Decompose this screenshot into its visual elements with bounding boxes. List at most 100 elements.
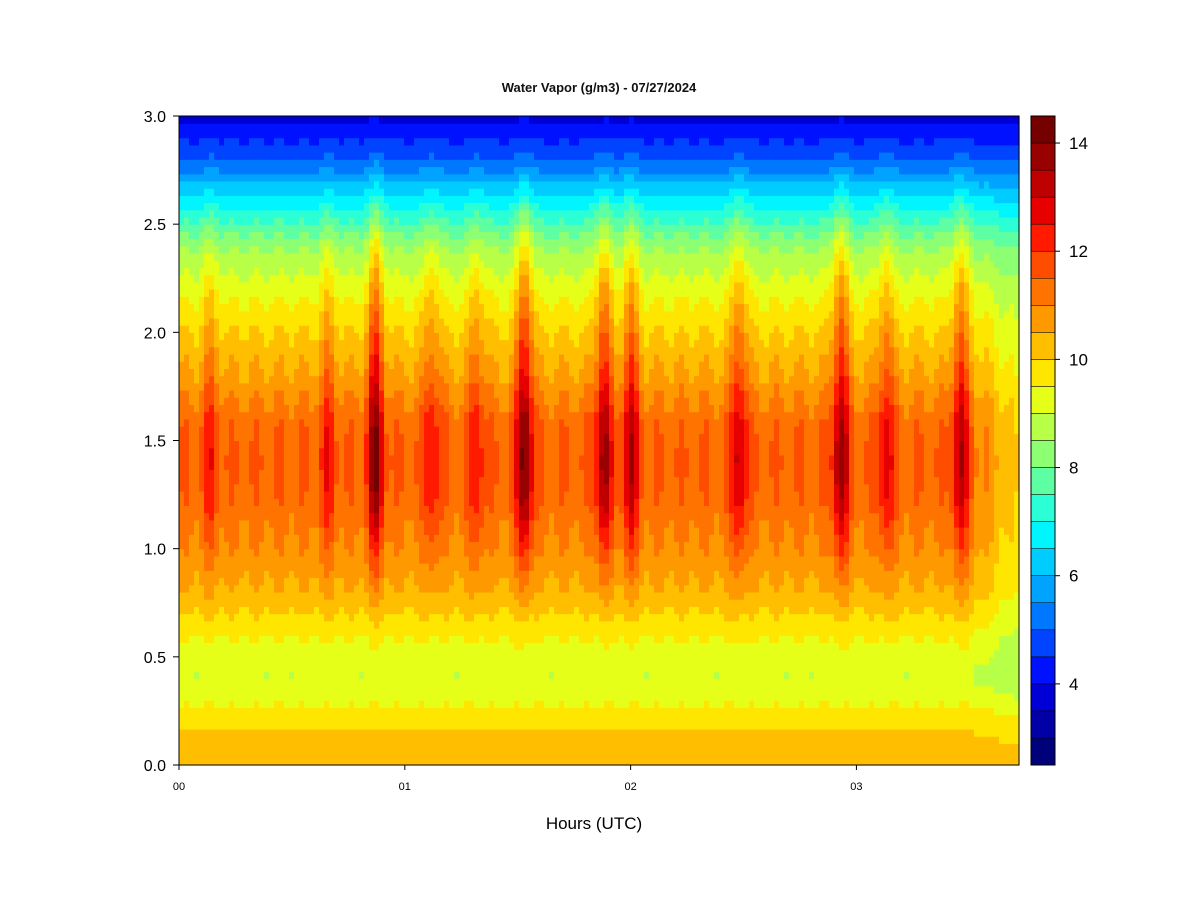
heat-cell	[339, 707, 345, 716]
heat-cell	[304, 195, 310, 204]
heat-cell	[394, 469, 400, 478]
heat-cell	[289, 296, 295, 305]
heat-cell	[239, 548, 245, 557]
heat-cell	[414, 159, 420, 168]
heat-cell	[399, 757, 405, 766]
heat-cell	[409, 353, 415, 362]
heat-cell	[184, 555, 190, 564]
heat-cell	[254, 678, 260, 687]
heat-cell	[359, 238, 365, 247]
heat-cell	[399, 454, 405, 463]
heat-cell	[224, 353, 230, 362]
heat-cell	[379, 296, 385, 305]
heat-cell	[394, 707, 400, 716]
heat-cell	[299, 627, 305, 636]
heat-cell	[309, 180, 315, 189]
heat-cell	[344, 736, 350, 744]
heat-cell	[324, 534, 330, 543]
heat-cell	[419, 757, 425, 766]
heat-cell	[384, 339, 390, 348]
heat-cell	[239, 447, 245, 456]
heat-cell	[304, 166, 310, 175]
heat-cell	[354, 577, 360, 586]
heat-cell	[199, 599, 205, 607]
heat-cell	[439, 397, 445, 406]
heat-cell	[304, 743, 310, 752]
heat-cell	[309, 606, 315, 615]
heat-cell	[359, 433, 365, 442]
heat-cell	[324, 166, 330, 175]
heat-cell	[434, 577, 440, 586]
heat-cell	[239, 519, 245, 528]
heat-cell	[334, 671, 340, 680]
heat-cell	[444, 743, 450, 752]
heat-cell	[399, 195, 405, 204]
heat-cell	[294, 721, 300, 730]
heat-cell	[444, 541, 450, 550]
heat-cell	[414, 570, 420, 579]
heat-cell	[284, 231, 290, 240]
heat-cell	[274, 627, 280, 636]
heat-cell	[434, 361, 440, 369]
heat-cell	[194, 541, 200, 550]
heat-cell	[184, 757, 190, 766]
heat-cell	[344, 750, 350, 759]
heat-cell	[384, 289, 390, 297]
heat-cell	[344, 728, 350, 737]
heat-cell	[404, 245, 410, 254]
heat-cell	[314, 671, 320, 680]
heat-cell	[299, 541, 305, 550]
heat-cell	[189, 584, 195, 593]
heat-cell	[199, 310, 205, 319]
heat-cell	[224, 397, 230, 406]
heat-cell	[334, 743, 340, 752]
heat-cell	[444, 267, 450, 276]
heat-cell	[374, 404, 380, 413]
heat-cell	[429, 548, 435, 557]
heat-cell	[219, 260, 225, 269]
heat-cell	[399, 707, 405, 716]
heat-cell	[394, 426, 400, 434]
heat-cell	[424, 281, 430, 290]
heat-cell	[449, 599, 455, 607]
heat-cell	[344, 664, 350, 672]
heat-cell	[399, 390, 405, 398]
heat-cell	[304, 231, 310, 240]
heat-cell	[194, 563, 200, 571]
heat-cell	[184, 692, 190, 701]
heat-cell	[279, 743, 285, 752]
heat-cell	[359, 130, 365, 139]
heat-cell	[284, 613, 290, 622]
heat-cell	[274, 260, 280, 269]
heat-cell	[254, 692, 260, 701]
heat-cell	[204, 267, 210, 276]
heat-cell	[389, 649, 395, 658]
heat-cell	[254, 152, 260, 160]
heat-cell	[234, 202, 240, 211]
heat-cell	[194, 462, 200, 470]
heat-cell	[194, 664, 200, 672]
heat-cell	[254, 317, 260, 326]
heat-cell	[279, 613, 285, 622]
heat-cell	[399, 418, 405, 427]
heat-cell	[324, 656, 330, 665]
heat-cell	[374, 180, 380, 189]
heat-cell	[439, 224, 445, 232]
heat-cell	[444, 310, 450, 319]
heat-cell	[229, 707, 235, 716]
heat-cell	[254, 382, 260, 391]
heat-cell	[309, 274, 315, 283]
heat-cell	[274, 447, 280, 456]
heat-cell	[274, 599, 280, 607]
heat-cell	[209, 361, 215, 369]
heat-cell	[214, 548, 220, 557]
heat-cell	[209, 303, 215, 312]
heat-cell	[244, 591, 250, 600]
heat-cell	[234, 541, 240, 550]
heat-cell	[204, 642, 210, 651]
heat-cell	[429, 180, 435, 189]
heat-cell	[244, 570, 250, 579]
heat-cell	[204, 498, 210, 506]
heat-cell	[369, 339, 375, 348]
heat-cell	[359, 505, 365, 514]
